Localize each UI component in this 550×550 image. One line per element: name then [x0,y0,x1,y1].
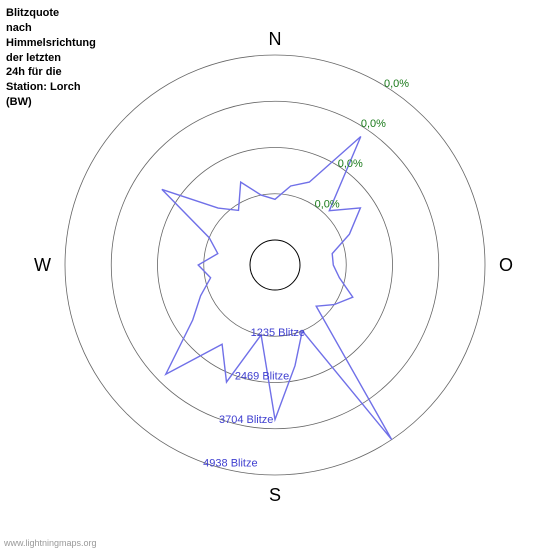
upper-ring-label: 0,0% [384,78,409,90]
polar-chart: N S O W 0,0% 0,0% 0,0% 0,0% 1235 Blitze 2469 Blit… [0,0,550,550]
compass-s: S [269,485,281,505]
upper-ring-label: 0,0% [315,198,340,210]
compass-n: N [269,29,282,49]
lower-ring-label: 1235 Blitze [251,327,305,339]
lower-ring-label: 2469 Blitze [235,370,289,382]
compass-w: W [34,255,51,275]
upper-ring-label: 0,0% [361,118,386,130]
lower-ring-label: 3704 Blitze [219,414,273,426]
compass-e: O [499,255,513,275]
upper-ring-label: 0,0% [338,158,363,170]
lower-ring-label: 4938 Blitze [203,457,257,469]
watermark: www.lightningmaps.org [4,538,97,548]
center-circle [250,240,300,290]
